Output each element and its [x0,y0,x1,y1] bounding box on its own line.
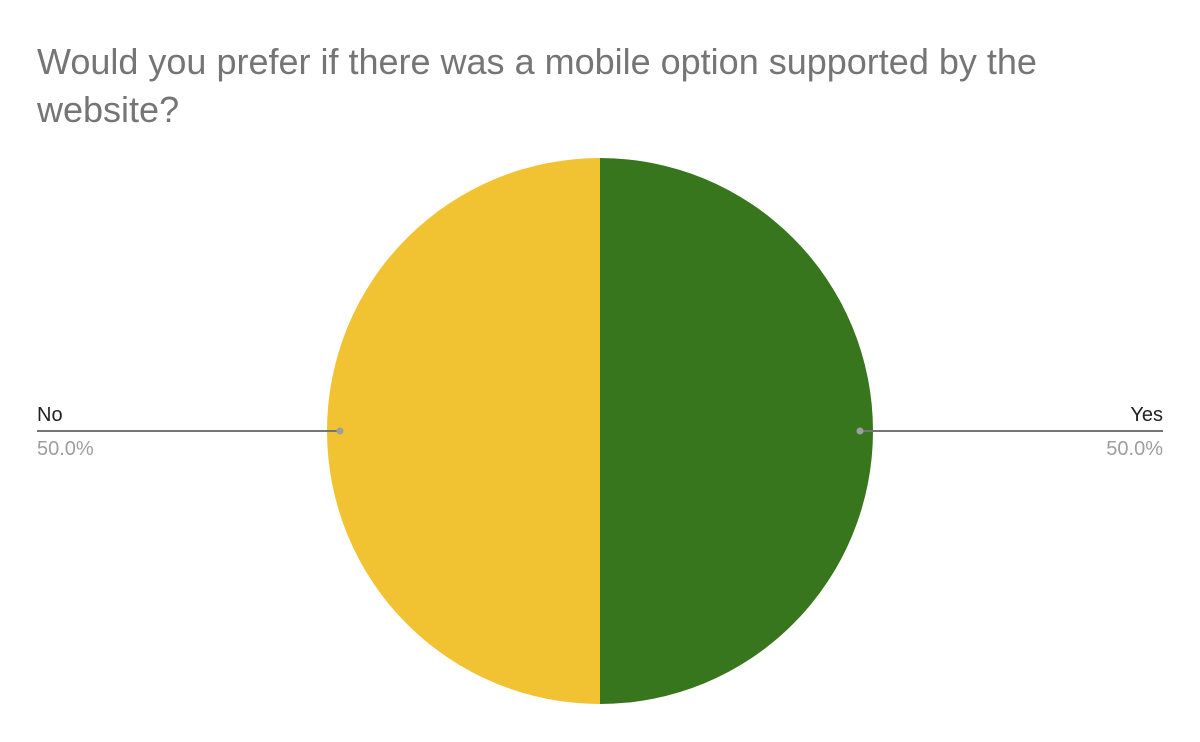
slice-percent-yes: 50.0% [1106,438,1163,460]
pie-slice-no [327,158,600,704]
slice-percent-no: 50.0% [37,438,94,460]
chart-title: Would you prefer if there was a mobile o… [37,41,1037,130]
slice-labels: Yes 50.0% No 50.0% [37,404,1163,460]
leader-dot-no [336,427,344,435]
pie-slices [327,158,873,704]
slice-label-yes: Yes [1130,404,1163,426]
slice-label-no: No [37,404,63,426]
leader-dot-yes [856,427,864,435]
pie-slice-yes [600,158,873,704]
